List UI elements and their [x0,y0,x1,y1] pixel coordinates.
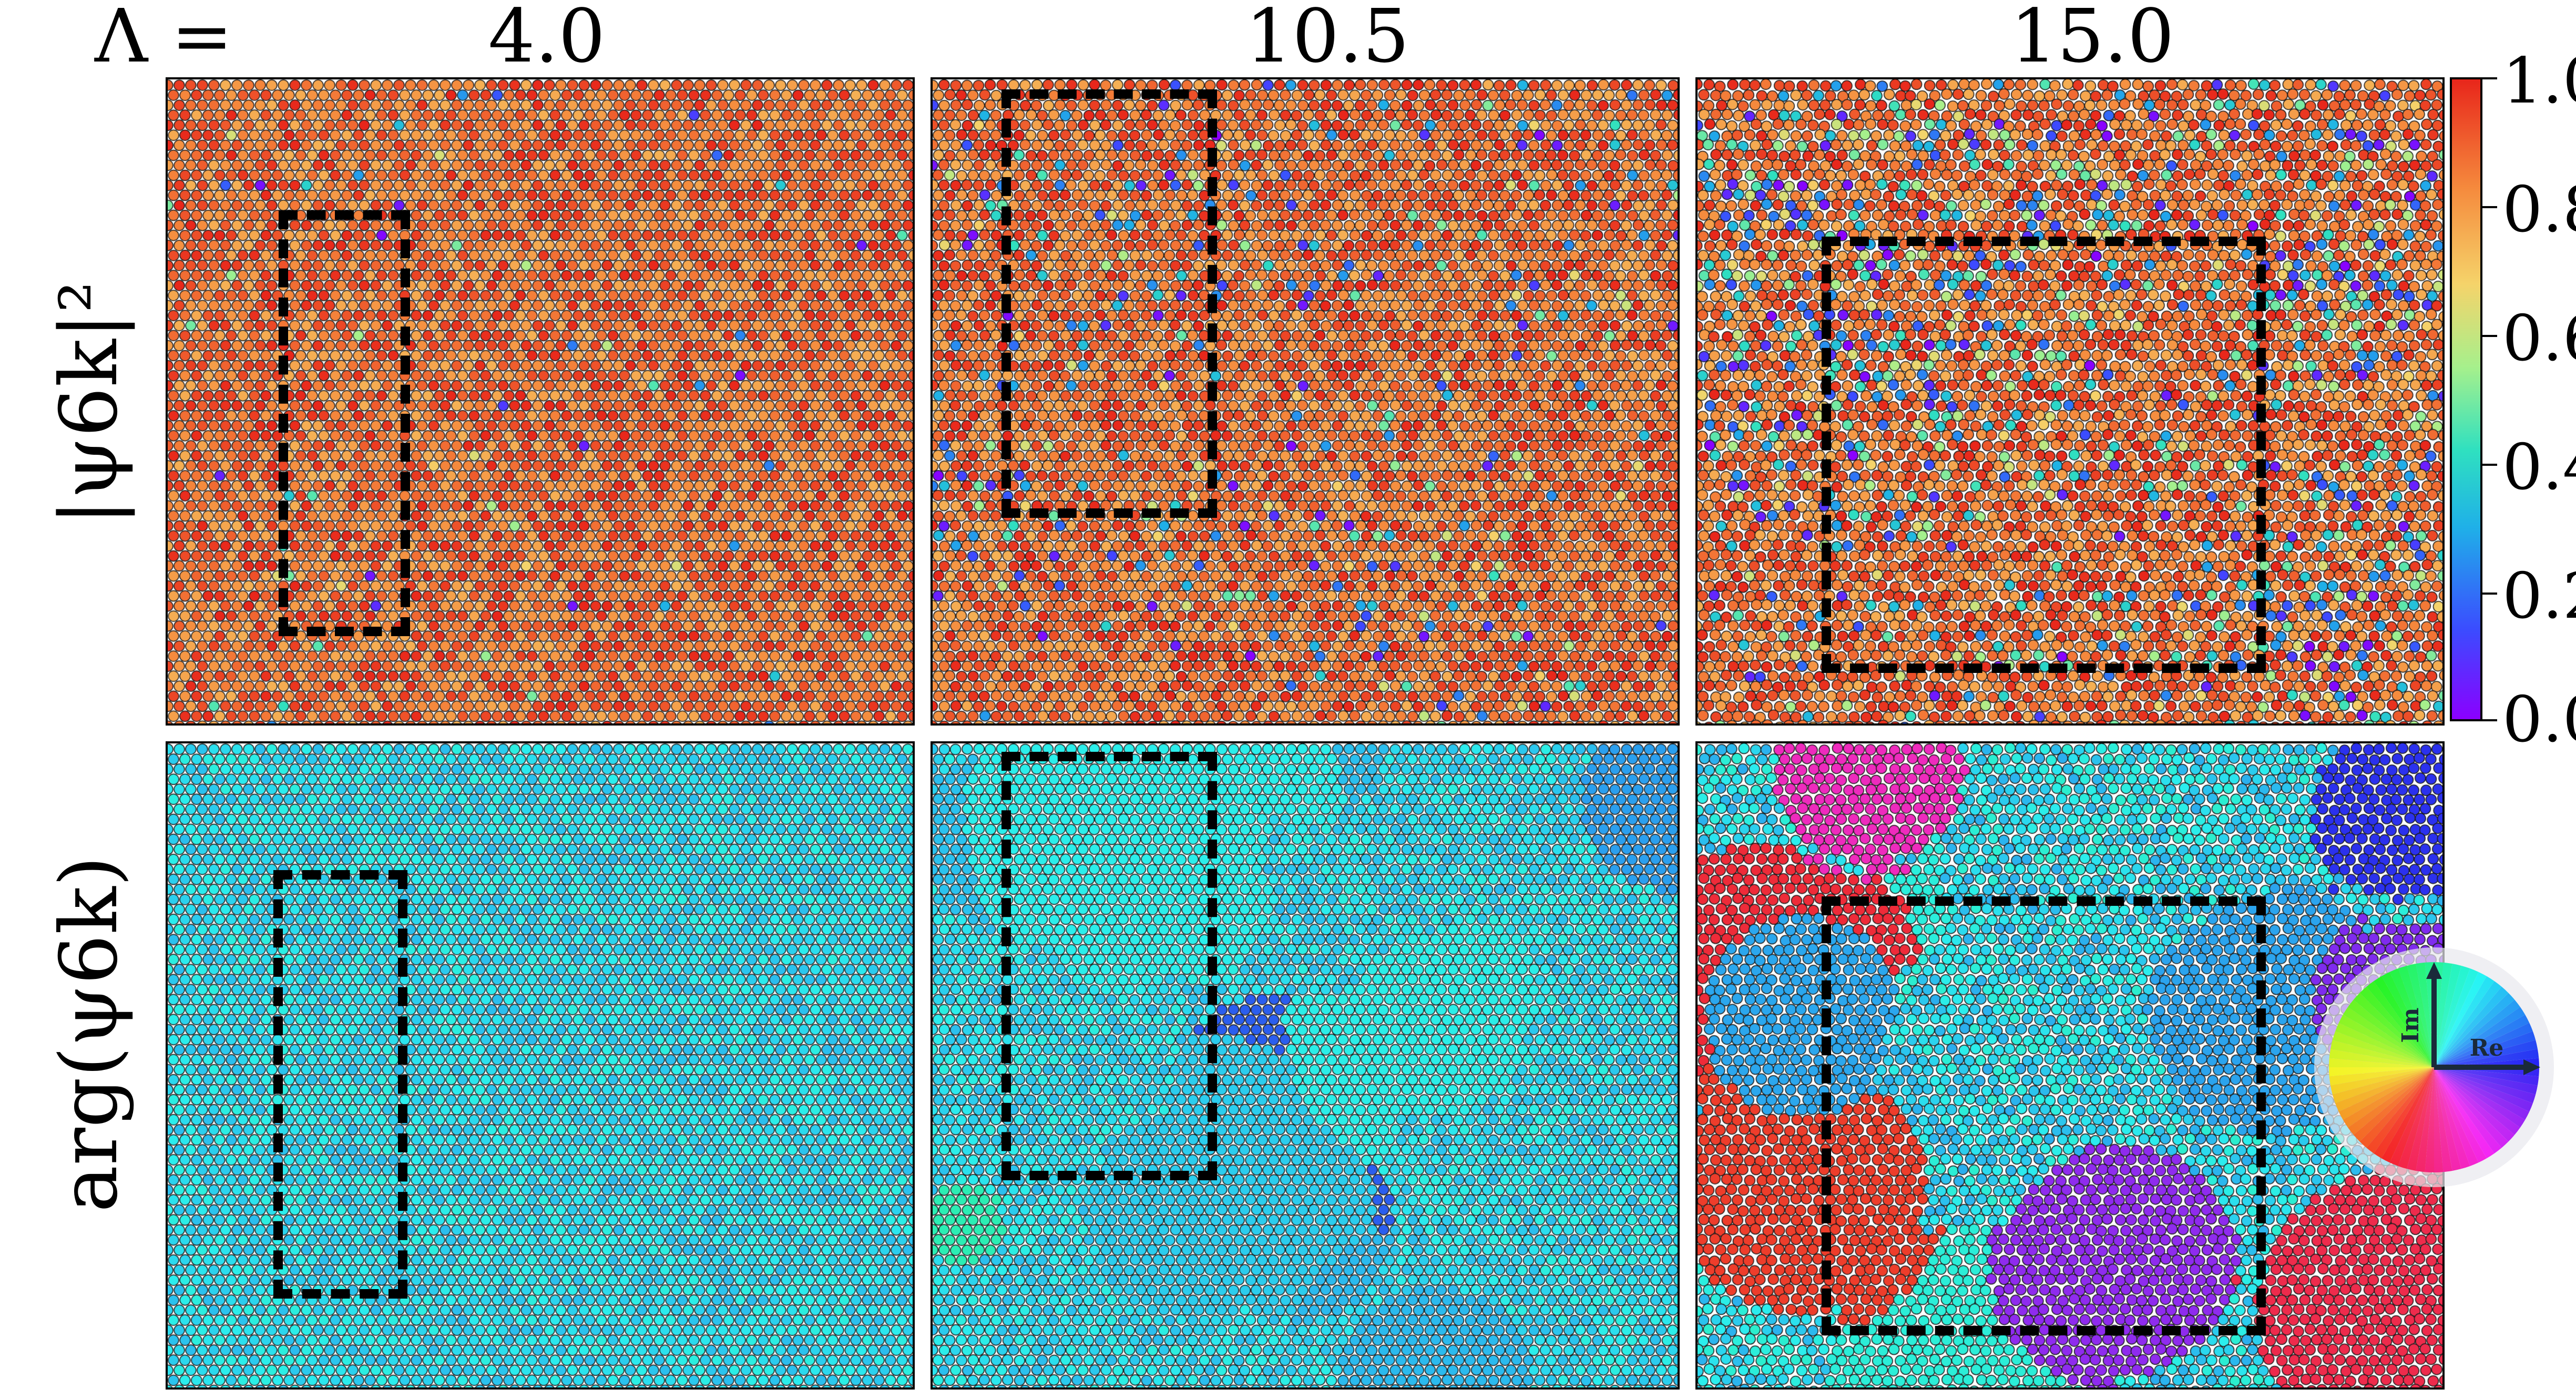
colorbar-tick-label: 0.0 [2502,683,2576,757]
column-label-3: 15.0 [2010,0,2174,79]
colorbar-tick-label: 0.4 [2502,431,2576,504]
colorbar-tick-label: 1.0 [2502,45,2576,118]
panel-phase-10-5 [931,741,1680,1390]
colorbar-tick [2482,206,2497,208]
row-label-magnitude: |ψ6k|² [44,281,135,526]
colorbar-tick [2482,464,2497,466]
im-label: Im [2397,1007,2424,1043]
region-box-bottom-1 [273,870,407,1299]
colorbar-tick [2482,719,2497,721]
colorbar-tick [2482,335,2497,337]
region-box-top-1 [279,210,410,636]
region-box-top-2 [1001,89,1217,518]
colorbar-tick-label: 0.6 [2502,302,2576,375]
colorbar-tick-label: 0.8 [2502,173,2576,247]
column-label-1: 4.0 [488,0,606,79]
region-box-bottom-2 [1001,752,1217,1180]
colorbar-tick-label: 0.2 [2502,560,2576,633]
lambda-label: Λ = [95,0,233,79]
re-label: Re [2470,1035,2504,1061]
phase-color-wheel: Im Re [2314,947,2554,1187]
colorbar [2450,77,2482,721]
region-box-bottom-3 [1822,896,2266,1335]
panel-magnitude-4-0 [166,77,915,726]
region-box-top-3 [1822,237,2266,673]
panel-phase-4-0 [166,741,915,1390]
row-label-phase: arg(ψ6k) [44,855,135,1213]
column-label-2: 10.5 [1245,0,1409,79]
colorbar-tick [2482,77,2497,79]
panel-magnitude-10-5 [931,77,1680,726]
colorbar-tick [2482,593,2497,595]
